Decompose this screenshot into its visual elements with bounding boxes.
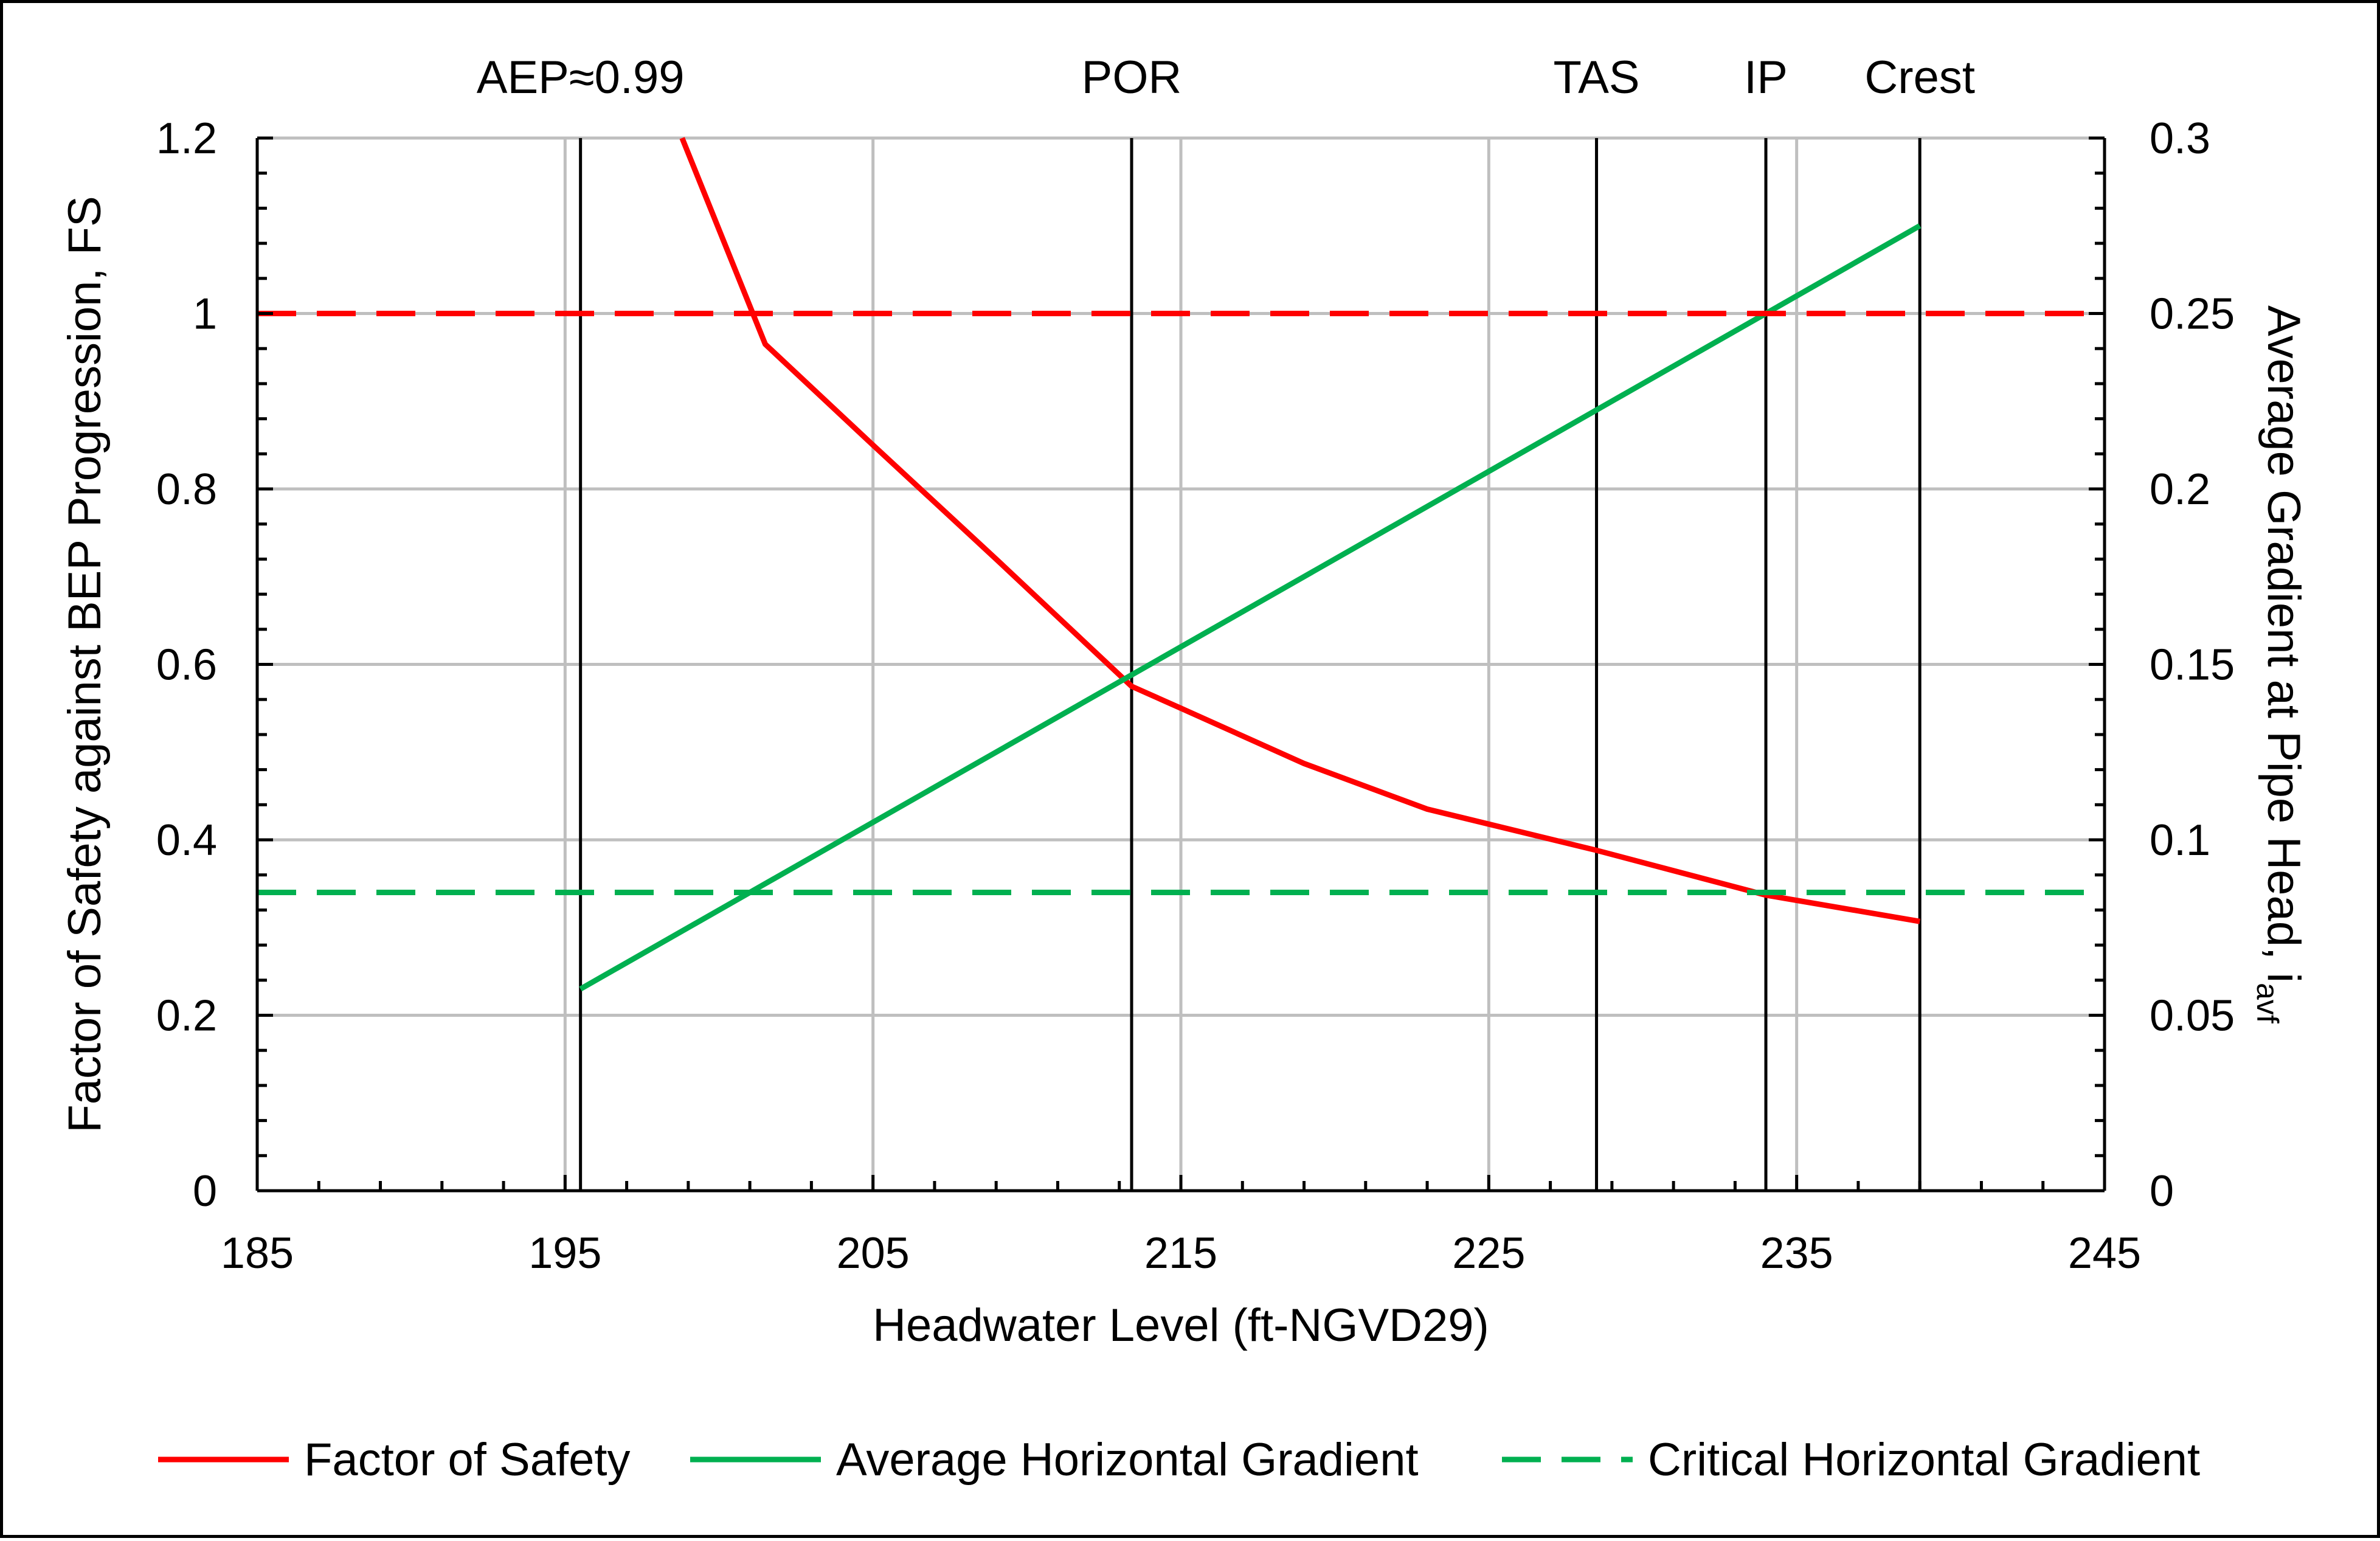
y-right-axis-title-main: Average Gradient at Pipe Head, i: [2258, 305, 2309, 983]
y-right-axis-title-subscript: avf: [2250, 983, 2285, 1023]
reference-line-label: Crest: [1864, 52, 1975, 103]
x-axis-title: Headwater Level (ft-NGVD29): [873, 1300, 1489, 1351]
x-tick-label: 195: [528, 1229, 601, 1278]
reference-line-label: AEP≈0.99: [477, 52, 685, 103]
x-tick-label: 235: [1760, 1229, 1833, 1278]
y-right-tick-label: 0.05: [2150, 992, 2235, 1041]
y-right-tick-label: 0.2: [2150, 465, 2210, 514]
series-average-horizontal-gradient: [579, 223, 1922, 992]
y-left-tick-label: 0.2: [156, 992, 217, 1041]
y-right-tick-label: 0: [2150, 1167, 2174, 1216]
x-tick-label: 245: [2068, 1229, 2141, 1278]
series-factor-of-safety: [679, 137, 1920, 924]
reference-line-label: TAS: [1553, 52, 1639, 103]
x-tick-label: 185: [221, 1229, 294, 1278]
y-right-tick-label: 0.15: [2150, 641, 2235, 690]
x-tick-label: 205: [837, 1229, 910, 1278]
y-left-tick-label: 0.8: [156, 465, 217, 514]
chart-svg: AEP≈0.99 POR TAS IP Crest 185 195 205 215 225 235 2…: [59, 52, 2309, 1486]
legend-label: Factor of Safety: [304, 1434, 630, 1486]
y-left-tick-label: 0: [193, 1167, 217, 1216]
y-left-tick-label: 0.6: [156, 641, 217, 690]
legend-label: Critical Horizontal Gradient: [1648, 1434, 2200, 1486]
y-left-tick-label: 0.4: [156, 816, 217, 865]
y-right-axis-title: Average Gradient at Pipe Head, iavf: [2250, 305, 2309, 1023]
legend-label: Average Horizontal Gradient: [836, 1434, 1419, 1486]
y-left-tick-label: 1: [193, 290, 217, 339]
y-left-tick-label: 1.2: [156, 114, 217, 163]
reference-line-label: POR: [1082, 52, 1182, 103]
reference-line-label: IP: [1744, 52, 1788, 103]
y-right-tick-label: 0.3: [2150, 114, 2210, 163]
y-left-axis-title: Factor of Safety against BEP Progression…: [59, 196, 111, 1132]
y-right-tick-label: 0.25: [2150, 290, 2235, 339]
y-right-tick-label: 0.1: [2150, 816, 2210, 865]
x-tick-label: 225: [1452, 1229, 1525, 1278]
x-tick-label: 215: [1144, 1229, 1217, 1278]
